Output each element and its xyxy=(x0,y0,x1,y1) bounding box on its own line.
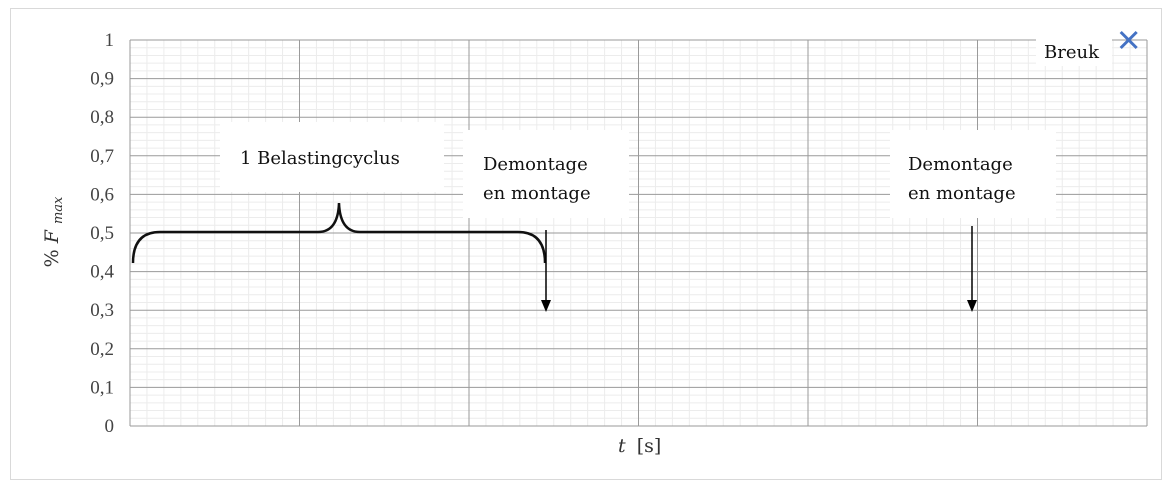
x-axis-var: t xyxy=(618,435,626,457)
demount-2-bg xyxy=(890,130,1056,218)
break-x-stroke-2 xyxy=(1119,30,1138,50)
major-gridlines xyxy=(129,39,1148,427)
cycle-label: 1 Belastingcyclus xyxy=(240,148,400,169)
y-tick-label: 0,3 xyxy=(90,300,114,321)
break-label-bg xyxy=(1036,38,1112,66)
break-label: Breuk xyxy=(1044,42,1100,63)
demount-1-line-2: en montage xyxy=(483,183,591,204)
y-tick-label: 0,9 xyxy=(90,69,114,90)
y-tick-label: 0,1 xyxy=(90,377,114,398)
y-tick-label: 0,8 xyxy=(90,107,114,128)
y-axis-label: % F max xyxy=(41,196,66,267)
y-tick-label: 0 xyxy=(105,416,115,437)
y-tick-label: 0,2 xyxy=(90,339,114,360)
y-axis-sub: max xyxy=(51,196,66,224)
y-tick-label: 0,7 xyxy=(90,146,114,167)
demount-2-line-1: Demontage xyxy=(908,154,1013,175)
break-x-marker xyxy=(1119,30,1138,50)
y-axis-var: F xyxy=(41,229,63,244)
x-axis-unit: [s] xyxy=(637,435,662,457)
cycle-brace xyxy=(131,202,547,264)
x-axis-label: t [s] xyxy=(618,435,661,457)
demount-2-line-2: en montage xyxy=(908,183,1016,204)
y-tick-label: 0,5 xyxy=(90,223,114,244)
demount-1-bg xyxy=(463,130,629,218)
y-tick-label: 0,4 xyxy=(90,262,114,283)
cycle-label-bg xyxy=(220,122,444,192)
demount-1-line-1: Demontage xyxy=(483,154,588,175)
y-tick-label: 0,6 xyxy=(90,184,114,205)
y-tick-labels: 0 0,1 0,2 0,3 0,4 0,5 0,6 0,7 0,8 0,9 1 xyxy=(90,30,114,437)
demount-2-arrow-head xyxy=(967,300,977,312)
demount-1-arrow-head xyxy=(541,300,551,312)
y-axis-prefix: % xyxy=(41,249,63,267)
y-tick-label: 1 xyxy=(105,30,115,51)
